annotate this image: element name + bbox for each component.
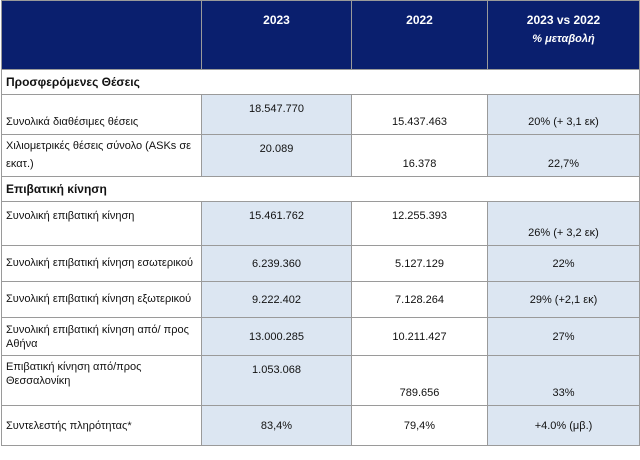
value-change: 20% (+ 3,1 εκ) [487, 94, 640, 135]
row-label: Συντελεστής πληρότητας* [1, 405, 202, 446]
value-change: 33% [487, 355, 640, 406]
section-title: Προσφερόμενες Θέσεις [1, 69, 202, 95]
header-change-subtitle: % μεταβολή [532, 33, 595, 45]
section-spacer [487, 176, 640, 202]
value-2022: 79,4% [351, 405, 488, 446]
value-2023: 20.089 [201, 134, 352, 177]
header-change: 2023 vs 2022 % μεταβολή [487, 0, 640, 70]
section-spacer [201, 69, 352, 95]
table-row: Χιλιομετρικές θέσεις σύνολο (ASKs σε εκα… [1, 134, 640, 177]
value-2022: 7.128.264 [351, 281, 488, 318]
row-label: Χιλιομετρικές θέσεις σύνολο (ASKs σε εκα… [1, 134, 202, 177]
row-label: Συνολικά διαθέσιμες θέσεις [1, 94, 202, 135]
table-row: Συνολική επιβατική κίνηση εξωτερικού 9.2… [1, 281, 640, 318]
section-spacer [351, 69, 488, 95]
value-change: +4.0% (μβ.) [487, 405, 640, 446]
value-change: 22,7% [487, 134, 640, 177]
header-label-cell [1, 0, 202, 70]
value-2022: 16.378 [351, 134, 488, 177]
table-row: Συνολική επιβατική κίνηση 15.461.762 12.… [1, 201, 640, 246]
value-change: 27% [487, 317, 640, 356]
section-row-passenger-traffic: Επιβατική κίνηση [1, 176, 640, 202]
table-row: Επιβατική κίνηση από/προς Θεσσαλονίκη 1.… [1, 355, 640, 406]
value-2022: 5.127.129 [351, 245, 488, 282]
traffic-table: 2023 2022 2023 vs 2022 % μεταβολή Προσφε… [1, 0, 640, 446]
value-2023: 1.053.068 [201, 355, 352, 406]
section-spacer [351, 176, 488, 202]
row-label: Συνολική επιβατική κίνηση εσωτερικού [1, 245, 202, 282]
value-2023: 15.461.762 [201, 201, 352, 246]
value-2023: 13.000.285 [201, 317, 352, 356]
value-change: 22% [487, 245, 640, 282]
value-change: 29% (+2,1 εκ) [487, 281, 640, 318]
section-title: Επιβατική κίνηση [1, 176, 202, 202]
table-row: Συντελεστής πληρότητας* 83,4% 79,4% +4.0… [1, 405, 640, 446]
header-2022: 2022 [351, 0, 488, 70]
section-row-offered-seats: Προσφερόμενες Θέσεις [1, 69, 640, 95]
value-2022: 12.255.393 [351, 201, 488, 246]
value-2023: 9.222.402 [201, 281, 352, 318]
header-2023: 2023 [201, 0, 352, 70]
section-spacer [487, 69, 640, 95]
section-spacer [201, 176, 352, 202]
table-row: Συνολική επιβατική κίνηση εσωτερικού 6.2… [1, 245, 640, 282]
value-2022: 10.211.427 [351, 317, 488, 356]
value-2022: 789.656 [351, 355, 488, 406]
value-2023: 83,4% [201, 405, 352, 446]
value-2023: 18.547.770 [201, 94, 352, 135]
table-row: Συνολικά διαθέσιμες θέσεις 18.547.770 15… [1, 94, 640, 135]
row-label: Επιβατική κίνηση από/προς Θεσσαλονίκη [1, 355, 202, 406]
row-label: Συνολική επιβατική κίνηση εξωτερικού [1, 281, 202, 318]
table-row: Συνολική επιβατική κίνηση από/ προς Αθήν… [1, 317, 640, 356]
header-change-title: 2023 vs 2022 [526, 13, 601, 27]
header-row: 2023 2022 2023 vs 2022 % μεταβολή [1, 0, 640, 70]
row-label: Συνολική επιβατική κίνηση από/ προς Αθήν… [1, 317, 202, 356]
value-2023: 6.239.360 [201, 245, 352, 282]
value-change: 26% (+ 3,2 εκ) [487, 201, 640, 246]
row-label: Συνολική επιβατική κίνηση [1, 201, 202, 246]
value-2022: 15.437.463 [351, 94, 488, 135]
